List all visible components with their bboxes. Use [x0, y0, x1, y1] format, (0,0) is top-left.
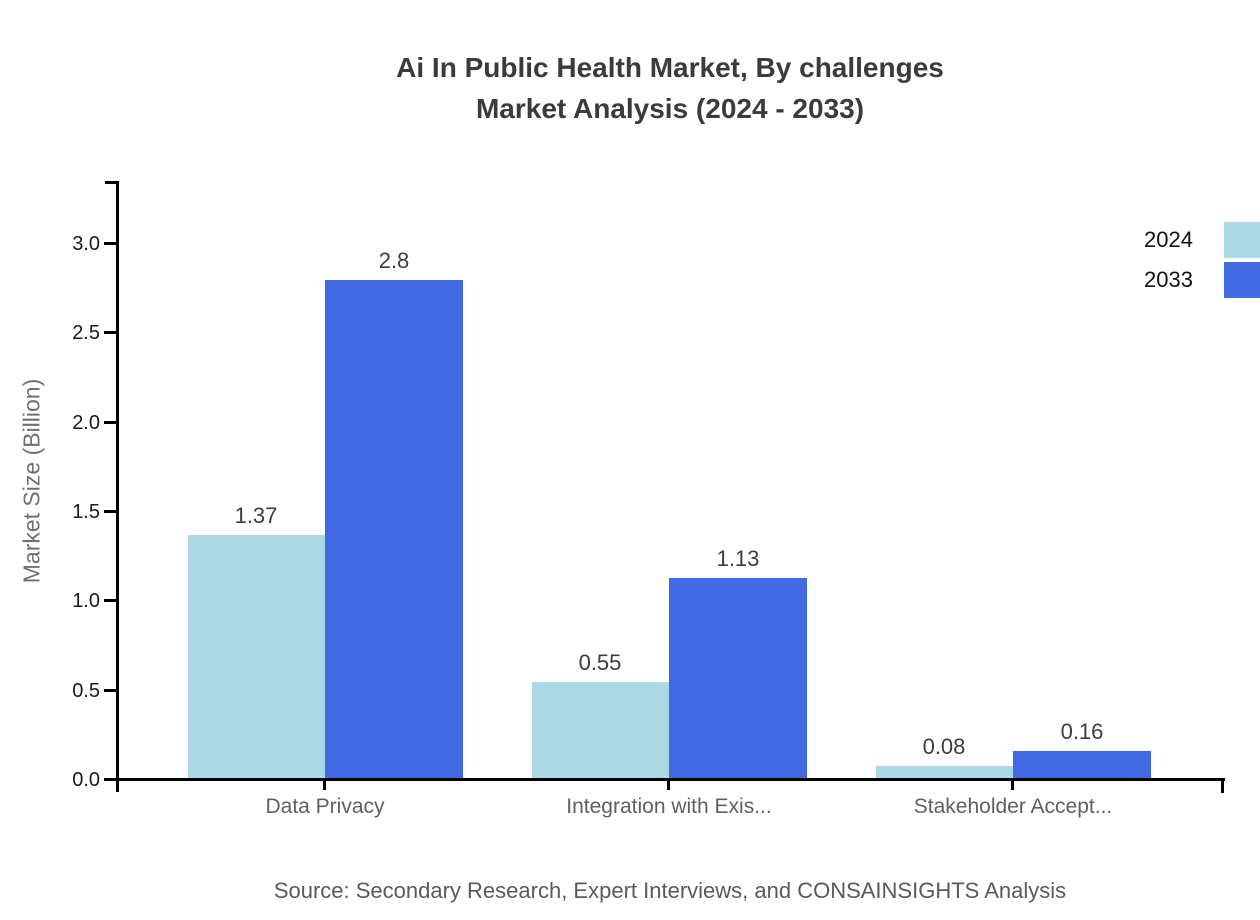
chart-title-line-2: Market Analysis (2024 - 2033)	[475, 93, 865, 124]
y-tick-label: 1.5	[72, 501, 100, 523]
bar-value-label: 0.55	[578, 650, 622, 675]
bar-value-label: 0.16	[1060, 719, 1104, 744]
bar-value-label: 2.8	[378, 248, 410, 273]
category-label: Stakeholder Accept...	[913, 795, 1113, 818]
chart-title-line-1: Ai In Public Health Market, By challenge…	[396, 52, 944, 83]
x-tick	[667, 781, 670, 790]
chart-title: Ai In Public Health Market, By challenge…	[80, 47, 1260, 129]
x-tick	[1011, 781, 1014, 790]
y-tick-label: 1.0	[72, 590, 100, 612]
bar-2024-0	[188, 535, 326, 780]
legend-item-2024: 2024	[1144, 222, 1260, 258]
bar-2024-2	[876, 766, 1014, 780]
y-tick-label: 0.5	[72, 680, 100, 702]
y-tick-label: 3.0	[72, 233, 100, 255]
y-tick	[104, 778, 116, 781]
bar-2033-1	[669, 578, 807, 780]
y-tick	[104, 331, 116, 334]
legend-swatch	[1224, 262, 1260, 298]
y-tick-label: 0.0	[72, 769, 100, 791]
x-axis-spine	[116, 778, 1225, 781]
bar-2033-2	[1013, 751, 1151, 780]
bar-2033-0	[325, 280, 463, 780]
category-label: Data Privacy	[265, 795, 385, 818]
y-tick	[104, 689, 116, 692]
y-tick	[104, 599, 116, 602]
y-tick	[104, 510, 116, 513]
y-tick-label: 2.5	[72, 322, 100, 344]
x-tick	[323, 781, 326, 790]
y-tick	[104, 421, 116, 424]
legend-label: 2033	[1144, 267, 1193, 292]
x-axis-right-cap	[1221, 778, 1224, 793]
y-tick	[104, 242, 116, 245]
y-axis-top-cap	[105, 181, 119, 184]
y-tick-label: 2.0	[72, 412, 100, 434]
bar-value-label: 0.08	[922, 734, 966, 759]
legend-label: 2024	[1144, 227, 1193, 252]
legend: 2024 2033	[1144, 222, 1260, 298]
source-note: Source: Secondary Research, Expert Inter…	[273, 878, 1067, 903]
y-axis-spine	[116, 181, 119, 792]
legend-item-2033: 2033	[1144, 262, 1260, 298]
bar-value-label: 1.37	[234, 503, 278, 528]
legend-swatch	[1224, 222, 1260, 258]
bar-value-label: 1.13	[716, 546, 760, 571]
bar-2024-1	[532, 682, 670, 780]
category-label: Integration with Exis...	[566, 795, 772, 818]
